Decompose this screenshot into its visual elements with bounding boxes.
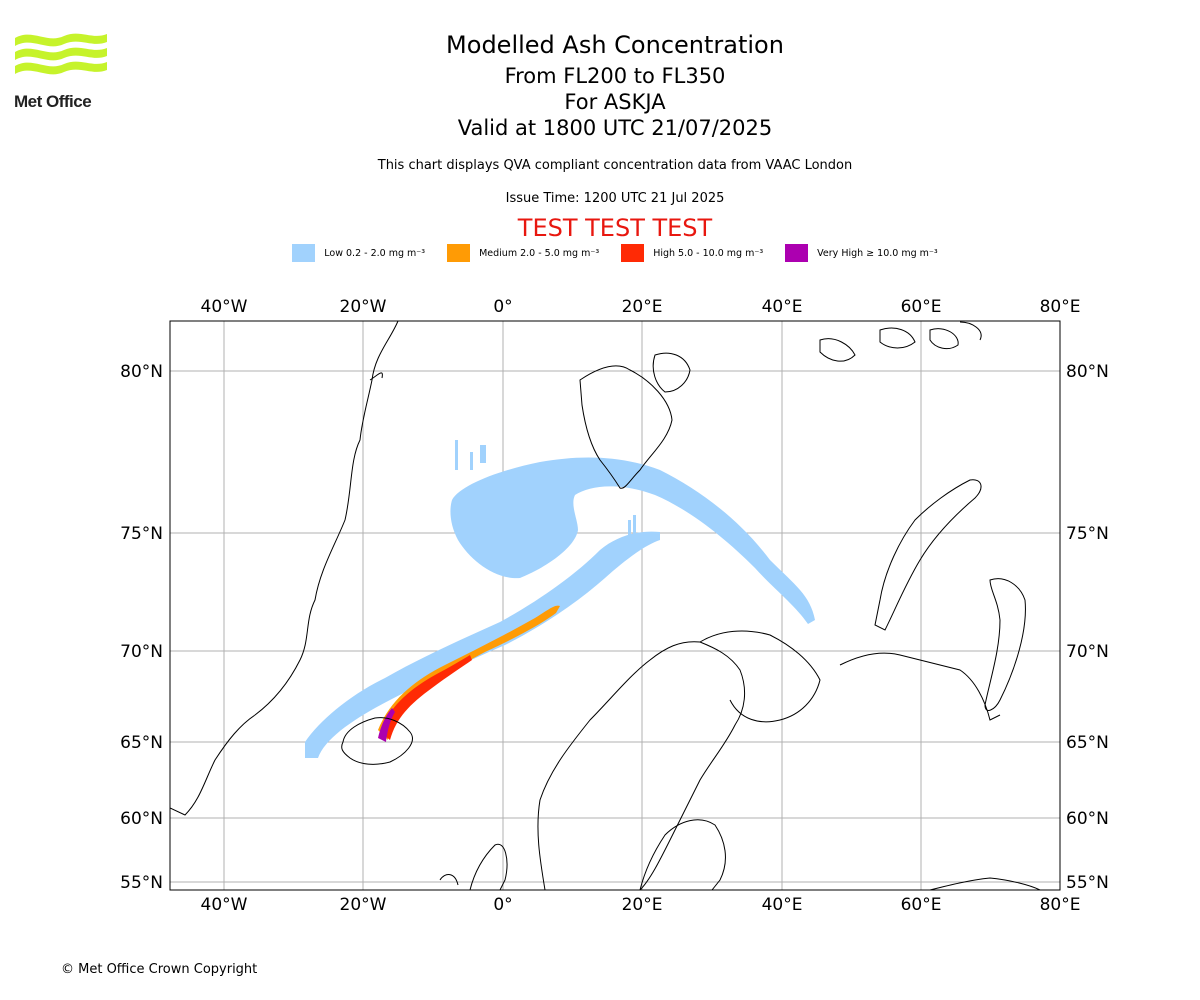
legend-swatch-medium (447, 244, 471, 262)
legend-item-high: High 5.0 - 10.0 mg m⁻³ (621, 244, 763, 262)
legend-swatch-low (292, 244, 316, 262)
lon-label-bottom: 0° (493, 895, 512, 915)
lat-label-right: 70°N (1066, 642, 1109, 662)
ash-low (305, 440, 815, 758)
test-banner: TEST TEST TEST (517, 214, 713, 242)
lon-label-bottom: 20°W (340, 895, 387, 915)
chart-note: This chart displays QVA compliant concen… (377, 158, 853, 173)
legend-swatch-very-high (785, 244, 809, 262)
ash-high (380, 655, 472, 740)
legend: Low 0.2 - 2.0 mg m⁻³ Medium 2.0 - 5.0 mg… (0, 244, 1200, 262)
lon-labels-top: 40°W 20°W 0° 20°E 40°E 60°E 80°E (201, 297, 1081, 317)
lat-labels-right: 80°N 75°N 70°N 65°N 60°N 55°N (1066, 362, 1109, 893)
lat-label-left: 55°N (120, 873, 163, 893)
issue-time: Issue Time: 1200 UTC 21 Jul 2025 (505, 191, 725, 206)
chart-title: Modelled Ash Concentration (446, 31, 784, 59)
ash-very-high (378, 708, 395, 742)
lat-label-left: 60°N (120, 809, 163, 829)
legend-label-very-high: Very High ≥ 10.0 mg m⁻³ (817, 247, 938, 259)
legend-item-very-high: Very High ≥ 10.0 mg m⁻³ (785, 244, 938, 262)
met-office-logo (15, 33, 107, 75)
logo-text: Met Office (14, 92, 92, 111)
lon-label-top: 0° (493, 297, 512, 317)
lon-label-top: 20°W (340, 297, 387, 317)
legend-label-medium: Medium 2.0 - 5.0 mg m⁻³ (479, 247, 600, 259)
gridlines (170, 321, 1060, 890)
lon-label-top: 80°E (1040, 297, 1081, 317)
volcano-name: For ASKJA (564, 90, 666, 114)
lon-label-top: 40°W (201, 297, 248, 317)
copyright: © Met Office Crown Copyright (61, 962, 258, 977)
legend-label-high: High 5.0 - 10.0 mg m⁻³ (653, 247, 764, 259)
legend-item-medium: Medium 2.0 - 5.0 mg m⁻³ (447, 244, 599, 262)
lat-label-right: 75°N (1066, 524, 1109, 544)
lat-label-left: 75°N (120, 524, 163, 544)
lat-label-left: 80°N (120, 362, 163, 382)
ash-medium (378, 605, 560, 740)
lon-label-top: 20°E (622, 297, 663, 317)
legend-item-low: Low 0.2 - 2.0 mg m⁻³ (292, 244, 425, 262)
map-frame (169, 320, 1061, 891)
legend-label-low: Low 0.2 - 2.0 mg m⁻³ (324, 247, 426, 259)
lon-label-top: 60°E (901, 297, 942, 317)
coastlines (170, 321, 1041, 890)
lon-labels-bottom: 40°W 20°W 0° 20°E 40°E 60°E 80°E (201, 895, 1081, 915)
valid-time: Valid at 1800 UTC 21/07/2025 (457, 116, 773, 140)
lon-label-top: 40°E (762, 297, 803, 317)
lat-label-right: 65°N (1066, 733, 1109, 753)
flight-levels: From FL200 to FL350 (504, 64, 726, 88)
lon-label-bottom: 60°E (901, 895, 942, 915)
lat-label-right: 80°N (1066, 362, 1109, 382)
lat-label-left: 65°N (120, 733, 163, 753)
lon-label-bottom: 40°W (201, 895, 248, 915)
lon-label-bottom: 40°E (762, 895, 803, 915)
legend-swatch-high (621, 244, 645, 262)
lon-label-bottom: 80°E (1040, 895, 1081, 915)
lon-label-bottom: 20°E (622, 895, 663, 915)
lat-label-right: 60°N (1066, 809, 1109, 829)
lat-label-left: 70°N (120, 642, 163, 662)
lat-labels-left: 80°N 75°N 70°N 65°N 60°N 55°N (120, 362, 163, 893)
lat-label-right: 55°N (1066, 873, 1109, 893)
